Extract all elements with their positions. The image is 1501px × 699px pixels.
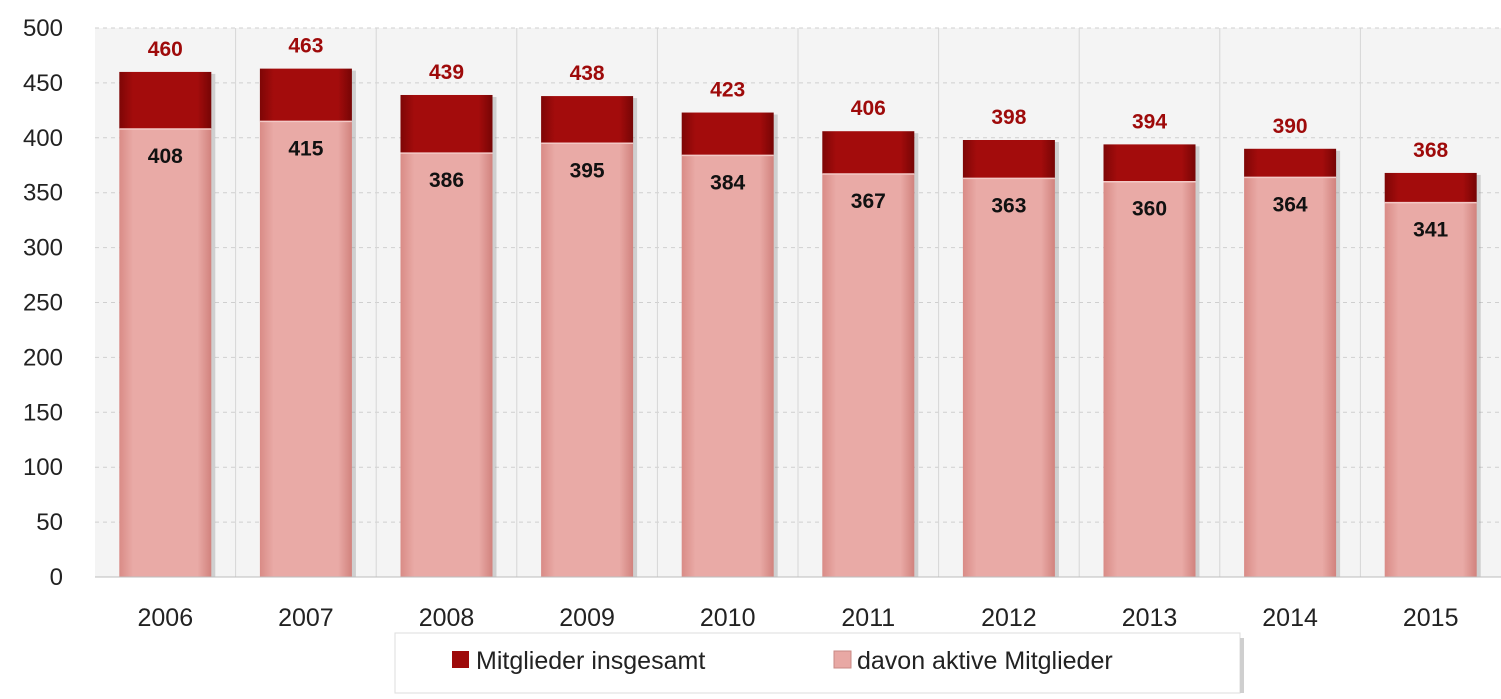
legend-swatch-active xyxy=(833,650,852,669)
y-tick-label: 50 xyxy=(36,509,63,536)
legend-swatch-total xyxy=(452,651,469,668)
x-tick-label: 2012 xyxy=(981,604,1037,632)
data-label-active: 386 xyxy=(429,169,464,192)
data-label-active: 408 xyxy=(148,145,183,168)
y-tick-label: 250 xyxy=(23,290,63,317)
y-axis: 0 50 100 150 200 250 300 350 400 450 500 xyxy=(23,15,63,591)
data-label-total: 368 xyxy=(1413,139,1448,162)
bar-active xyxy=(541,143,634,578)
data-label-active: 384 xyxy=(710,171,745,194)
bar-total xyxy=(541,96,634,144)
bar-total xyxy=(1244,148,1337,178)
x-tick-label: 2015 xyxy=(1403,604,1459,632)
data-label-total: 463 xyxy=(288,35,323,58)
y-tick-label: 100 xyxy=(23,454,63,481)
x-tick-label: 2013 xyxy=(1122,604,1178,632)
bar-active xyxy=(400,153,493,577)
bar-active xyxy=(962,178,1055,577)
bar-total xyxy=(259,68,352,122)
data-label-active: 367 xyxy=(851,190,886,213)
data-label-total: 423 xyxy=(710,79,745,102)
data-label-total: 390 xyxy=(1273,115,1308,138)
y-tick-label: 350 xyxy=(23,180,63,207)
data-label-total: 394 xyxy=(1132,110,1167,133)
y-tick-label: 500 xyxy=(23,15,63,42)
data-label-total: 439 xyxy=(429,61,464,84)
legend-box xyxy=(394,632,1241,694)
x-tick-label: 2011 xyxy=(841,604,895,632)
data-label-active: 395 xyxy=(570,159,605,182)
bar-active xyxy=(259,121,352,577)
y-tick-label: 150 xyxy=(23,399,63,426)
bar-active xyxy=(1103,181,1196,577)
y-tick-label: 200 xyxy=(23,344,63,371)
data-label-active: 360 xyxy=(1132,198,1167,221)
bar-total xyxy=(119,71,212,130)
bars: 460 408 463 415 439 386 438 395 423 384 406 367 398 3… xyxy=(119,35,1481,578)
data-label-total: 438 xyxy=(570,62,605,85)
x-tick-label: 2009 xyxy=(559,604,615,632)
data-label-total: 398 xyxy=(991,106,1026,129)
legend-label-total: Mitglieder insgesamt xyxy=(476,647,705,675)
data-label-active: 341 xyxy=(1413,219,1448,242)
bar-total xyxy=(400,94,493,154)
legend: Mitglieder insgesamt davon aktive Mitgli… xyxy=(394,632,1244,694)
data-label-active: 364 xyxy=(1273,193,1308,216)
data-label-total: 406 xyxy=(851,97,886,120)
bar-total xyxy=(681,112,774,156)
legend-shadow xyxy=(1240,638,1244,693)
y-tick-label: 450 xyxy=(23,70,63,97)
x-tick-label: 2006 xyxy=(137,604,193,632)
x-tick-label: 2010 xyxy=(700,604,756,632)
bar-active xyxy=(1384,202,1477,577)
x-axis: 2006 2007 2008 2009 2010 2011 2012 2013 2014 2015 xyxy=(95,576,1501,632)
x-tick-label: 2014 xyxy=(1262,604,1318,632)
y-tick-label: 300 xyxy=(23,235,63,262)
y-tick-label: 400 xyxy=(23,125,63,152)
legend-label-active: davon aktive Mitglieder xyxy=(857,647,1113,675)
data-label-active: 363 xyxy=(991,194,1026,217)
data-label-active: 415 xyxy=(288,137,323,160)
bar-total xyxy=(1103,144,1196,182)
bar-total xyxy=(822,131,915,175)
bar-total xyxy=(962,139,1055,179)
bar-active xyxy=(119,129,212,578)
x-tick-label: 2007 xyxy=(278,604,334,632)
bar-active xyxy=(1244,177,1337,577)
y-tick-label: 0 xyxy=(50,564,63,591)
x-tick-label: 2008 xyxy=(419,604,475,632)
bar-active xyxy=(822,174,915,577)
bar-total xyxy=(1384,172,1477,203)
data-label-total: 460 xyxy=(148,38,183,61)
bar-active xyxy=(681,155,774,578)
